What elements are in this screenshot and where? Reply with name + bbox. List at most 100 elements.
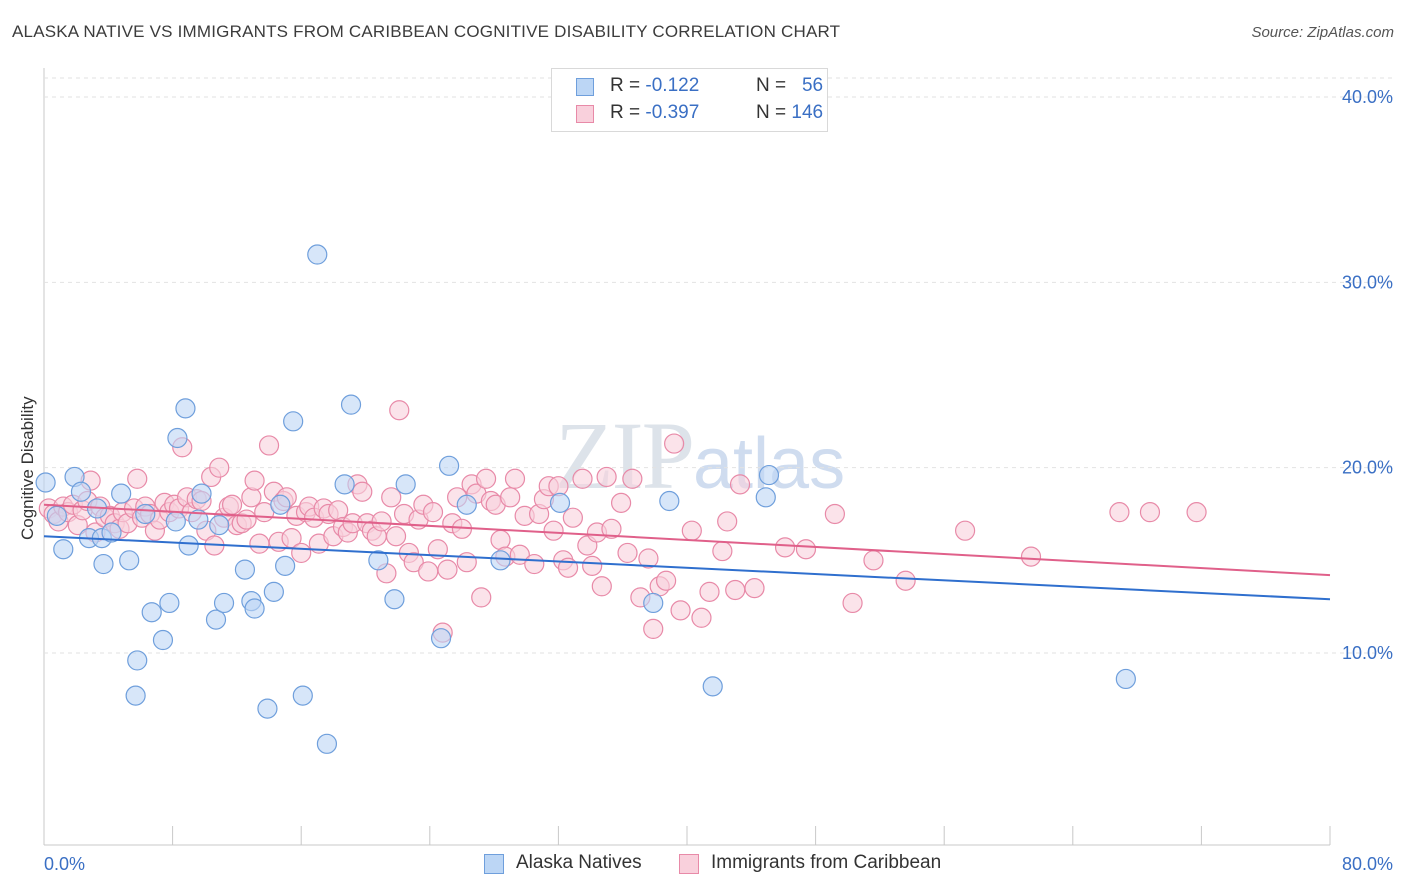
caribbean-point (842, 592, 863, 614)
alaska-point (46, 505, 67, 526)
caribbean-point (524, 553, 545, 575)
caribbean-point (471, 587, 492, 608)
y-tick-label: 40.0% (1342, 87, 1393, 107)
alaska-point (53, 539, 74, 560)
caribbean-point (236, 509, 257, 530)
legend-n-label: N = (756, 75, 787, 96)
caribbean-point (1020, 546, 1042, 567)
caribbean-point (543, 520, 564, 541)
alaska-point (307, 244, 328, 265)
legend-n-value: 56 (801, 75, 824, 96)
caribbean-trend-line (43, 503, 1331, 577)
stats-legend: R = -0.122 N = 56 R = -0.397 N = 146 (551, 68, 828, 132)
bottom-legend-label-alaska: Alaska Natives (516, 852, 642, 873)
caribbean-point (638, 548, 659, 569)
caribbean-point (572, 468, 593, 489)
caribbean-point (241, 487, 262, 508)
caribbean-point (664, 433, 685, 454)
caribbean-point (385, 526, 407, 547)
legend-n-label: N = (756, 102, 787, 123)
alaska-point (127, 650, 148, 671)
alaska-point (213, 592, 235, 614)
caribbean-point (622, 468, 643, 489)
alaska-point (755, 487, 776, 508)
alaska-point (167, 427, 188, 449)
alaska-point (135, 503, 156, 525)
caribbean-point (582, 555, 603, 576)
caribbean-point (427, 539, 448, 560)
caribbean-point (591, 576, 612, 597)
y-tick-label: 30.0% (1342, 272, 1393, 292)
alaska-point (438, 455, 460, 476)
alaska-point (244, 598, 265, 619)
caribbean-point (601, 518, 622, 539)
alaska-point (292, 685, 313, 706)
caribbean-point (221, 494, 243, 515)
alaska-point (334, 474, 355, 495)
alaska-point (101, 522, 122, 543)
alaska-point (257, 698, 278, 719)
caribbean-point (656, 570, 677, 591)
alaska-point (93, 553, 114, 575)
caribbean-point (249, 533, 270, 554)
legend-r-label: R = (610, 102, 641, 123)
bottom-legend-swatch-alaska (484, 854, 504, 874)
alaska-point (111, 483, 132, 504)
caribbean-point (389, 400, 410, 421)
caribbean-point (403, 552, 424, 573)
alaska-point (456, 494, 477, 515)
caribbean-point (895, 570, 916, 591)
alaska-point (270, 494, 291, 515)
alaska-point (384, 589, 405, 610)
alaska-point (395, 474, 416, 495)
caribbean-point (729, 474, 751, 495)
caribbean-point (209, 457, 230, 478)
alaska-point (283, 411, 304, 432)
caribbean-point (863, 550, 884, 571)
alaska-point (316, 733, 338, 754)
caribbean-point (490, 529, 511, 551)
legend-r-label: R = (610, 75, 641, 96)
caribbean-point (725, 579, 746, 601)
alaska-trend-line (43, 535, 1331, 601)
caribbean-point (127, 468, 148, 489)
caribbean-point (699, 581, 720, 602)
alaska-point (178, 535, 199, 556)
x-tick-label: 80.0% (1342, 854, 1393, 874)
legend-n-value: 146 (791, 102, 824, 123)
caribbean-point (504, 468, 526, 489)
alaska-point (205, 609, 227, 630)
watermark: ZIPatlas (555, 400, 845, 511)
alaska-point (702, 676, 723, 697)
caribbean-point (244, 470, 265, 491)
caribbean-point (712, 540, 733, 562)
alaska-point (659, 490, 680, 512)
y-axis-label: Cognitive Disability (18, 396, 37, 540)
alaska-point (35, 472, 56, 493)
alaska-point (119, 550, 140, 571)
alaska-point (141, 602, 162, 623)
alaska-point (159, 592, 180, 614)
y-tick-label: 10.0% (1342, 643, 1393, 663)
caribbean-point (954, 520, 976, 541)
caribbean-point (1109, 502, 1130, 523)
caribbean-point (824, 503, 845, 525)
alaska-point (643, 592, 664, 614)
source-label: Source: ZipAtlas.com (1251, 24, 1394, 41)
legend-r-value: -0.122 (645, 75, 700, 96)
caribbean-point (774, 537, 796, 558)
alaska-point (490, 550, 511, 571)
caribbean-point (500, 487, 521, 508)
y-tick-label: 20.0% (1342, 458, 1393, 478)
caribbean-point (643, 618, 664, 640)
caribbean-point (422, 502, 444, 523)
alaska-point (340, 394, 362, 415)
caribbean-point (437, 559, 458, 580)
alaska-point (758, 464, 780, 486)
alaska-point (430, 628, 452, 649)
bottom-legend-label-caribbean: Immigrants from Caribbean (711, 852, 942, 873)
caribbean-point (1186, 502, 1207, 523)
alaska-point (263, 581, 284, 602)
alaska-point (234, 559, 256, 580)
